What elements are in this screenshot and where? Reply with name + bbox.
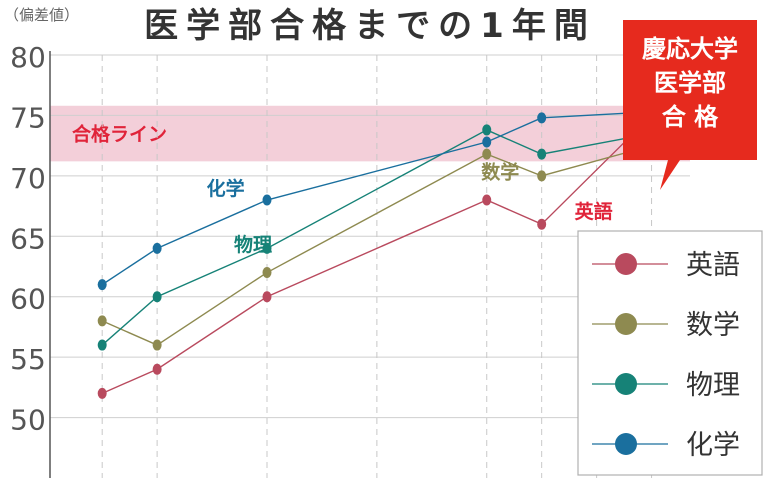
goal-badge-shape <box>623 20 757 190</box>
y-tick-label: 60 <box>10 283 46 316</box>
y-tick-label: 70 <box>10 162 46 195</box>
goal-badge-line-2: 医学部 <box>654 69 726 97</box>
data-point <box>97 387 107 399</box>
chart-title-group: 医学部合格までの1年間 <box>138 2 630 46</box>
data-point <box>152 363 162 375</box>
pass-band-layer: 合格ライン <box>50 105 690 162</box>
chart-title: 医学部合格までの1年間 <box>144 6 596 46</box>
legend-marker <box>615 433 637 455</box>
y-tick-label: 65 <box>10 222 46 255</box>
legend-box <box>577 230 763 476</box>
series-inline-label: 物理 <box>234 233 272 256</box>
data-point <box>482 194 492 206</box>
series-inline-label: 数学 <box>481 160 519 183</box>
title-background <box>138 2 630 46</box>
data-point <box>482 148 492 160</box>
series-line-0 <box>101 114 653 395</box>
goal-badge-line-3: 合 格 <box>662 103 719 131</box>
y-axis: 50 55 60 65 70 75 80 <box>10 41 51 478</box>
data-point <box>537 170 547 182</box>
y-unit-label: （偏差値） <box>4 6 79 24</box>
data-point <box>262 291 272 303</box>
series-line-3 <box>101 111 652 286</box>
goal-badge: 慶応大学 医学部 合 格 <box>623 20 757 190</box>
series-lines-layer <box>101 111 653 395</box>
data-point <box>152 339 162 351</box>
data-point <box>537 148 547 160</box>
y-tick-label: 75 <box>10 101 46 134</box>
data-point <box>97 279 107 291</box>
legend-label: 数学 <box>686 310 740 341</box>
data-point <box>262 267 272 279</box>
series-inline-label: 化学 <box>207 177 245 200</box>
data-point <box>262 194 272 206</box>
pass-band-label: 合格ライン <box>72 123 167 146</box>
data-point <box>97 315 107 327</box>
data-point <box>482 124 492 136</box>
series-line-1 <box>101 144 652 346</box>
data-point <box>537 218 547 230</box>
y-tick-label: 80 <box>10 41 46 74</box>
data-point <box>482 136 492 148</box>
legend-marker <box>615 313 637 335</box>
data-point <box>97 339 107 351</box>
y-tick-label: 50 <box>10 404 46 437</box>
legend-label: 化学 <box>686 430 740 461</box>
data-point <box>152 291 162 303</box>
data-point <box>262 242 272 254</box>
legend-label: 物理 <box>686 370 740 401</box>
series-points-layer <box>97 106 657 399</box>
y-tick-label: 55 <box>10 343 46 376</box>
legend-label: 英語 <box>686 250 740 281</box>
legend-marker <box>615 253 637 275</box>
data-point <box>537 112 547 124</box>
series-inline-label: 英語 <box>575 200 613 223</box>
legend-marker <box>615 373 637 395</box>
series-line-2 <box>101 129 652 346</box>
data-point <box>152 242 162 254</box>
goal-badge-line-1: 慶応大学 <box>642 35 738 63</box>
